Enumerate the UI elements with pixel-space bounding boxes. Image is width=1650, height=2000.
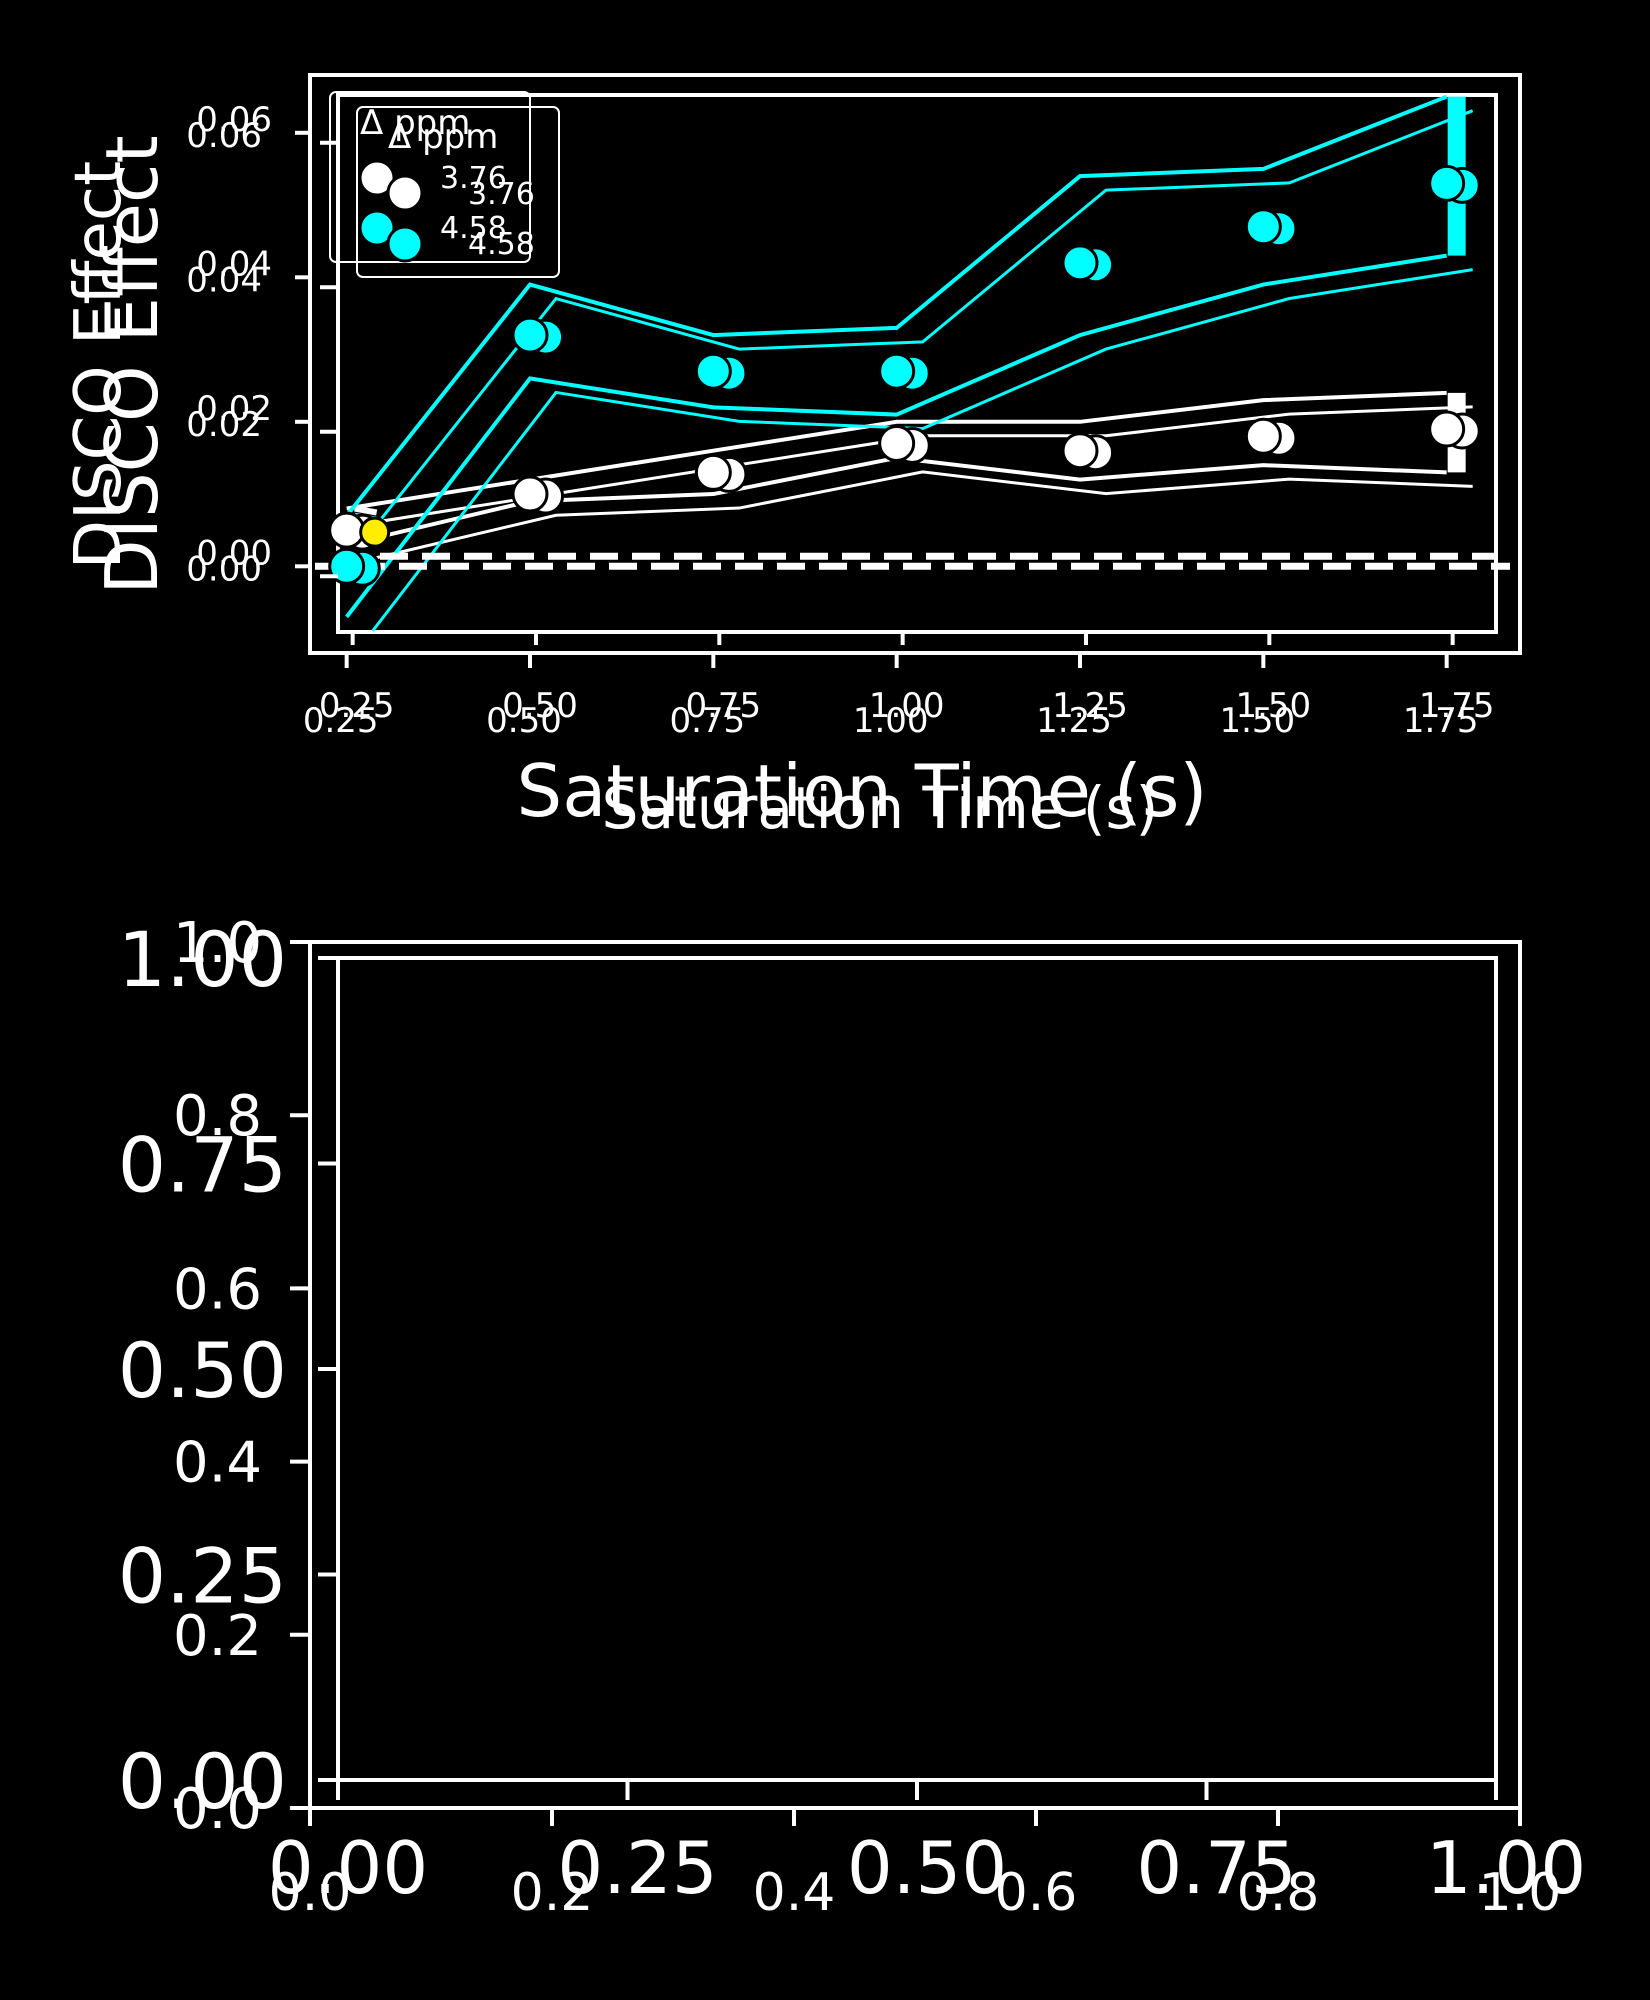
bottom-y-tick-label: 0.00 <box>118 1737 287 1826</box>
highlight-point <box>359 516 391 548</box>
band-lower-4-58 <box>345 253 1447 619</box>
y-tick-label: 0.00 <box>196 533 272 573</box>
legend: Δ ppm Δ ppm 3.76 3.76 4.58 4.58 <box>329 91 560 278</box>
data-point-3-76 <box>328 511 366 549</box>
bottom-y-tick-label: 0.25 <box>118 1532 287 1621</box>
x-tick-label: 1.50 <box>1235 686 1311 726</box>
data-point-4-58 <box>694 352 732 390</box>
y-tick-label: 0.06 <box>196 100 272 140</box>
legend-marker-4-58 <box>358 209 396 247</box>
overlay-x-tick-label: 0.2 <box>511 1863 594 1923</box>
x-tick-label-offset: 1.50 <box>1219 701 1295 741</box>
x-tick-label: 0.50 <box>502 686 578 726</box>
overlay-x-tick-label: 0.0 <box>269 1863 352 1923</box>
data-point-3-76 <box>1244 417 1282 455</box>
x-tick-label: 0.25 <box>319 686 395 726</box>
x-tick-label-offset: 0.75 <box>669 701 745 741</box>
overlay-y-tick-label: 0.8 <box>173 1084 262 1149</box>
data-point-4-58 <box>1428 164 1466 202</box>
y-tick-label: 0.04 <box>196 244 272 284</box>
y-tick-label-offset: 0.00 <box>186 549 262 589</box>
x-axis-label-offset: Saturation Time (s) <box>602 774 1159 842</box>
legend-marker-3-76 <box>358 159 396 197</box>
overlay-y-tick-label: 0.2 <box>173 1604 262 1669</box>
legend-marker-3-76-offset <box>386 174 424 212</box>
bottom-y-tick-label: 0.50 <box>118 1326 287 1415</box>
plot-frame-inner <box>336 93 1498 634</box>
legend-marker-4-58-offset <box>386 225 424 263</box>
data-point-4-58 <box>1061 244 1099 282</box>
legend-label-4-58: 4.58 <box>440 211 507 246</box>
overlay-y-tick-label: 0.0 <box>173 1777 262 1842</box>
legend-label-3-76-offset: 3.76 <box>468 177 535 212</box>
legend-title-offset: Δ ppm <box>388 117 498 157</box>
band-startcap-3-76 <box>354 505 378 516</box>
bottom-y-tick-label: 1.00 <box>118 915 287 1004</box>
bottom-y-tick-label: 0.75 <box>118 1121 287 1210</box>
data-point-3-76 <box>878 424 916 462</box>
data-point-3-76 <box>1061 432 1099 470</box>
y-tick-label-offset: 0.02 <box>186 405 262 445</box>
legend-label-4-58-offset: 4.58 <box>468 227 535 262</box>
overlay-y-tick-label: 0.4 <box>173 1431 262 1496</box>
y-tick-label-offset: 0.04 <box>186 260 262 300</box>
x-axis-label: Saturation Time (s) <box>517 749 1208 833</box>
data-point-3-76 <box>1428 410 1466 448</box>
x-tick-label-offset: 0.25 <box>303 701 379 741</box>
x-tick-label-offset: 0.50 <box>486 701 562 741</box>
bottom-x-tick-label: 0.25 <box>557 1826 717 1910</box>
overlay-x-tick-label: 0.8 <box>1237 1863 1320 1923</box>
legend-box-offset <box>356 106 560 278</box>
legend-title: Δ ppm <box>360 103 470 143</box>
disco-effect-chart: 0.250.25 0.500.50 0.750.75 1.001.00 1.251.25… <box>62 73 1522 842</box>
y-tick-label-offset: 0.06 <box>186 116 262 156</box>
x-tick-label: 1.25 <box>1052 686 1128 726</box>
data-point-4-58 <box>511 316 549 354</box>
overlay-x-tick-label: 0.6 <box>995 1863 1078 1923</box>
bottom-x-tick-label: 0.00 <box>268 1826 428 1910</box>
x-tick-label: 0.75 <box>685 686 761 726</box>
data-point-3-76 <box>694 453 732 491</box>
data-point-4-58 <box>1244 208 1282 246</box>
overlay-x-tick-label: 1.0 <box>1479 1863 1562 1923</box>
band-upper-4-58 <box>371 109 1474 531</box>
x-tick-label-offset: 1.75 <box>1403 701 1479 741</box>
legend-label-3-76: 3.76 <box>440 161 507 196</box>
y-axis-label: DISCO Effect <box>90 135 174 594</box>
bottom-frame-outer <box>308 940 1522 1810</box>
data-point-4-58 <box>878 352 916 390</box>
plot-frame-outer <box>308 73 1522 655</box>
bottom-x-tick-label: 0.50 <box>847 1826 1007 1910</box>
band-lower-4-58 <box>371 268 1473 632</box>
empty-chart: 0.00 0.25 0.50 0.75 1.00 0.0 0.2 0.4 0.6 0.8 1.0 0.… <box>118 911 1586 1923</box>
overlay-y-tick-label: 1.0 <box>173 911 262 976</box>
y-tick-label: 0.02 <box>196 389 272 429</box>
x-tick-label: 1.75 <box>1419 686 1495 726</box>
bottom-x-tick-label: 1.00 <box>1426 1826 1586 1910</box>
x-tick-label-offset: 1.00 <box>853 701 929 741</box>
bottom-x-tick-label: 0.75 <box>1136 1826 1296 1910</box>
overlay-x-tick-label: 0.4 <box>753 1863 836 1923</box>
x-tick-label-offset: 1.25 <box>1036 701 1112 741</box>
y-axis-label-offset: DISCO Effect <box>62 161 136 569</box>
data-point-4-58 <box>328 547 366 585</box>
band-lower-3-76 <box>372 470 1473 561</box>
overlay-y-tick-label: 0.6 <box>173 1257 262 1322</box>
band-upper-4-58 <box>345 94 1448 517</box>
legend-box <box>329 91 531 263</box>
x-tick-label: 1.00 <box>869 686 945 726</box>
data-point-3-76 <box>511 475 549 513</box>
